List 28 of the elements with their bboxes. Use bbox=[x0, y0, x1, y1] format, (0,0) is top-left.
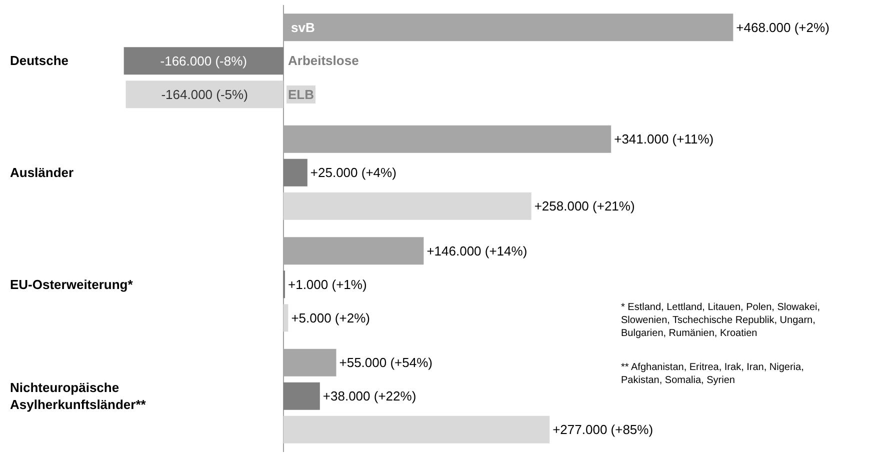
bar bbox=[124, 47, 284, 75]
series-label: ELB bbox=[288, 87, 314, 102]
data-label: -166.000 (-8%) bbox=[160, 53, 247, 68]
bar bbox=[126, 80, 284, 108]
data-label: +5.000 (+2%) bbox=[291, 310, 370, 326]
y-tick-label: EU-Osterweiterung* bbox=[10, 277, 134, 292]
y-tick-label: Deutsche bbox=[10, 53, 69, 68]
data-label: +55.000 (+54%) bbox=[339, 355, 432, 370]
data-label: +25.000 (+4%) bbox=[310, 165, 396, 180]
y-tick-label: Nichteuropäische Asylherkunftsländer** bbox=[10, 380, 147, 412]
bar bbox=[283, 192, 532, 220]
data-label: +146.000 (+14%) bbox=[426, 243, 528, 258]
series-label: Arbeitslose bbox=[288, 53, 359, 68]
data-label: +1.000 (+1%) bbox=[288, 276, 367, 292]
data-label: +258.000 (+21%) bbox=[534, 198, 635, 214]
data-label: +341.000 (+11%) bbox=[614, 132, 714, 147]
annotation: * Estland, Lettland, Litauen, Polen, Slowakei, Slowenien, Tschechische Republik, Ungarn, Bulgarien, Rumänien, Kroatien bbox=[621, 302, 820, 339]
bar bbox=[283, 304, 288, 332]
bar bbox=[283, 382, 320, 410]
series-label: svB bbox=[291, 20, 315, 35]
y-tick-label: Ausländer bbox=[10, 165, 74, 180]
bar bbox=[283, 158, 308, 186]
bar bbox=[283, 416, 550, 444]
data-label: +468.000 (+2%) bbox=[736, 20, 830, 35]
annotation: ** Afghanistan, Eritrea, Irak, Iran, Nigeria, Pakistan, Somalia, Syrien bbox=[621, 362, 804, 386]
data-label: -164.000 (-5%) bbox=[161, 86, 248, 102]
data-label: +38.000 (+22%) bbox=[322, 388, 416, 404]
data-label: +277.000 (+85%) bbox=[552, 422, 654, 438]
